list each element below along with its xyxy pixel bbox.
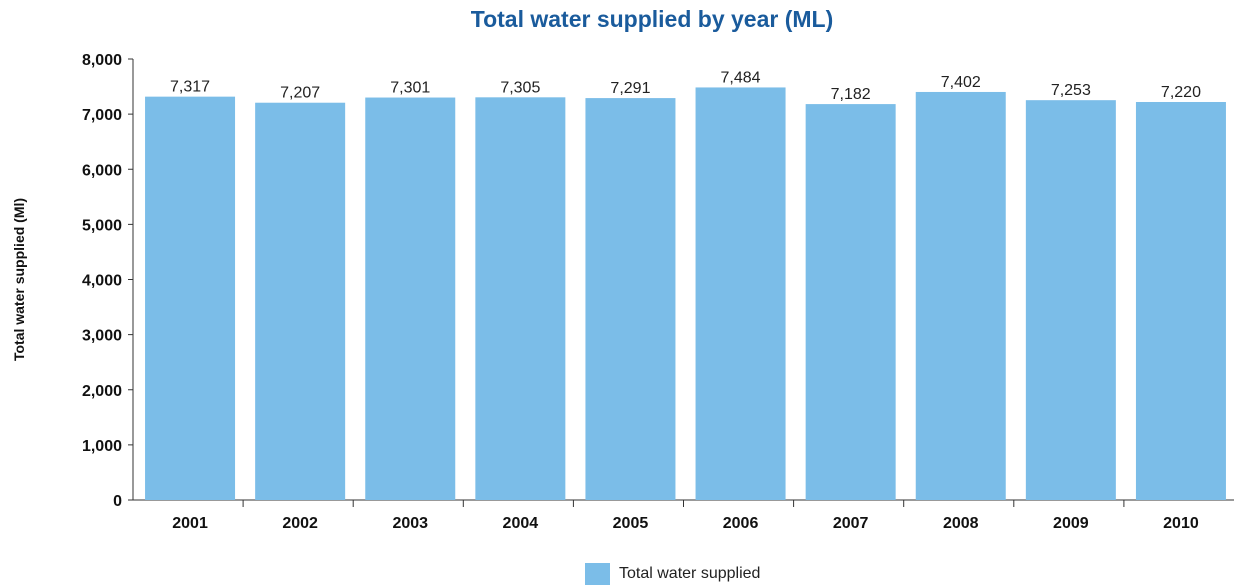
x-tick-label: 2004 (503, 515, 539, 532)
bar-value-label: 7,253 (1051, 82, 1091, 99)
x-tick-label: 2010 (1163, 515, 1199, 532)
y-tick-label: 2,000 (82, 383, 122, 400)
bar-value-label: 7,484 (721, 69, 761, 86)
chart-bars: 7,317 7,207 7,301 7,305 7,291 7,484 7,182 7,402… (145, 69, 1226, 501)
y-tick-label: 1,000 (82, 438, 122, 455)
bar (805, 104, 896, 500)
bar (1135, 101, 1226, 500)
y-tick-label: 4,000 (82, 273, 122, 290)
bar (365, 97, 456, 500)
bar-value-label: 7,291 (610, 80, 650, 97)
x-tick-label: 2003 (392, 515, 428, 532)
y-tick-label: 0 (113, 493, 122, 510)
bar (145, 96, 236, 500)
legend: Total water supplied (585, 563, 760, 585)
x-tick-label: 2008 (943, 515, 979, 532)
x-tick-label: 2007 (833, 515, 869, 532)
y-tick-label: 5,000 (82, 217, 122, 234)
bar-value-label: 7,220 (1161, 84, 1201, 101)
bar-value-label: 7,182 (831, 86, 871, 103)
bar (585, 98, 676, 501)
x-tick-label: 2009 (1053, 515, 1089, 532)
x-tick-label: 2005 (613, 515, 649, 532)
x-tick-label: 2001 (172, 515, 208, 532)
bar-value-label: 7,317 (170, 79, 210, 96)
bar-chart: 0 1,000 2,000 3,000 4,000 5,000 6,000 7,000 8,00… (11, 52, 1234, 532)
x-tick-label: 2002 (282, 515, 318, 532)
bar-value-label: 7,207 (280, 85, 320, 102)
chart-title: Total water supplied by year (ML) (470, 6, 834, 32)
legend-label: Total water supplied (619, 565, 761, 582)
y-tick-label: 8,000 (82, 52, 122, 69)
legend-swatch (585, 563, 610, 585)
bar-value-label: 7,402 (941, 74, 981, 91)
y-axis-title: Total water supplied (Ml) (11, 198, 27, 361)
bar (255, 102, 346, 501)
bar (915, 91, 1006, 500)
y-tick-label: 6,000 (82, 162, 122, 179)
bar-value-label: 7,305 (500, 79, 540, 96)
y-tick-label: 7,000 (82, 107, 122, 124)
y-axis-title-group: Total water supplied (Ml) (11, 198, 27, 361)
x-tick-label: 2006 (723, 515, 759, 532)
bar (695, 87, 786, 500)
chart-axes: 0 1,000 2,000 3,000 4,000 5,000 6,000 7,000 8,00… (82, 52, 1234, 532)
bar-value-label: 7,301 (390, 80, 430, 97)
bar (475, 97, 566, 500)
y-tick-label: 3,000 (82, 328, 122, 345)
bar (1025, 100, 1116, 500)
